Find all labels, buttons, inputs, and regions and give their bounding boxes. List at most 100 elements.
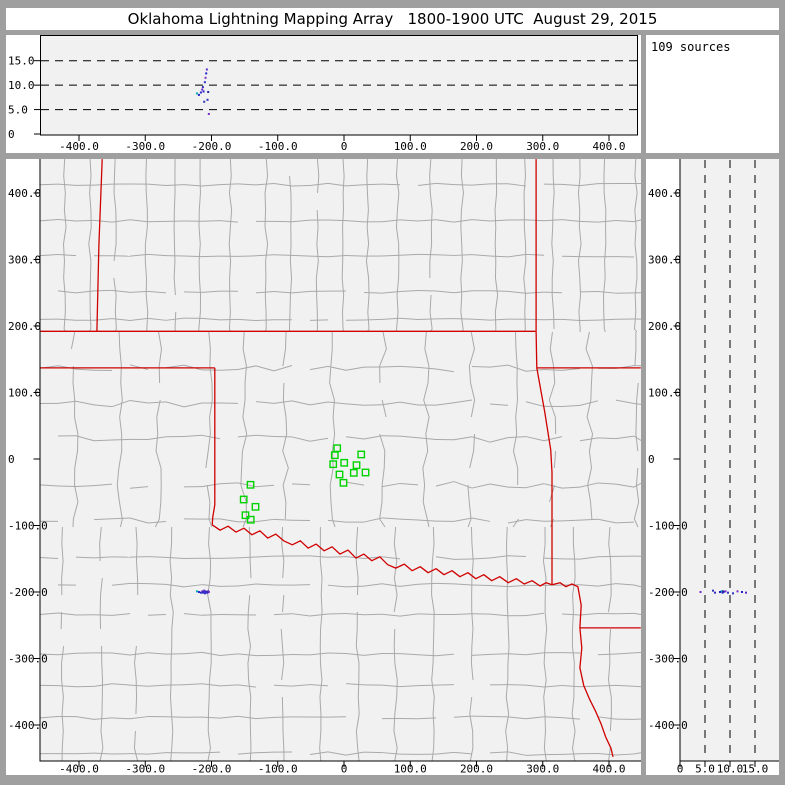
county-line bbox=[114, 311, 117, 330]
county-line bbox=[147, 752, 167, 755]
county-line bbox=[425, 433, 429, 452]
station-marker bbox=[246, 480, 255, 489]
county-line bbox=[357, 679, 360, 698]
county-line bbox=[435, 182, 455, 186]
county-line bbox=[147, 614, 167, 616]
county-line bbox=[435, 402, 455, 406]
county-line bbox=[135, 560, 139, 579]
y-tick-label: 200.0 bbox=[648, 320, 681, 333]
county-line bbox=[255, 401, 275, 404]
county-line bbox=[255, 319, 275, 322]
county-line bbox=[99, 526, 102, 545]
county-line bbox=[309, 365, 329, 371]
county-line bbox=[417, 182, 437, 187]
county-line bbox=[282, 348, 286, 367]
county-line bbox=[129, 753, 149, 755]
county-line bbox=[471, 543, 474, 562]
panel-altitude-vs-ew: 0 5.0 10.0 15.0 -400.0 -300.0 -200.0 -100.0 0 100… bbox=[6, 35, 641, 153]
county-line bbox=[363, 517, 383, 523]
state-border-co_ks bbox=[96, 159, 103, 332]
county-line bbox=[506, 747, 509, 761]
county-line bbox=[244, 365, 247, 384]
county-line bbox=[63, 311, 66, 330]
county-line bbox=[183, 434, 203, 438]
county-line bbox=[327, 182, 347, 187]
county-line bbox=[525, 684, 545, 688]
county-line bbox=[393, 713, 396, 732]
county-line bbox=[309, 555, 329, 558]
county-line bbox=[201, 184, 221, 187]
county-line bbox=[342, 159, 345, 177]
county-line bbox=[597, 518, 617, 524]
county-line bbox=[174, 311, 177, 330]
county-line bbox=[525, 652, 545, 656]
county-line bbox=[63, 243, 65, 262]
county-line bbox=[63, 159, 66, 177]
county-line bbox=[282, 467, 289, 486]
y-tick-label: 100.0 bbox=[648, 387, 681, 400]
station-marker bbox=[239, 495, 248, 504]
county-line bbox=[366, 159, 369, 177]
county-line bbox=[75, 752, 95, 755]
county-line bbox=[363, 292, 383, 294]
county-line bbox=[579, 613, 599, 616]
county-line bbox=[57, 652, 77, 656]
county-line bbox=[355, 713, 360, 732]
county-line bbox=[111, 289, 131, 293]
county-line bbox=[40, 653, 59, 656]
y-tick-label: 400.0 bbox=[8, 187, 41, 200]
county-line bbox=[165, 184, 185, 187]
county-line bbox=[40, 484, 59, 487]
county-line bbox=[579, 482, 599, 488]
county-line bbox=[417, 582, 437, 585]
county-line bbox=[309, 437, 329, 442]
county-line bbox=[357, 747, 360, 761]
county-line bbox=[494, 294, 499, 313]
county-line bbox=[75, 368, 95, 371]
county-line bbox=[507, 290, 527, 294]
county-line bbox=[577, 192, 581, 211]
county-line bbox=[394, 696, 398, 715]
county-line bbox=[229, 294, 231, 313]
county-line bbox=[273, 613, 293, 616]
county-line bbox=[118, 450, 123, 469]
county-line bbox=[515, 348, 518, 367]
y-tick-label: -300.0 bbox=[648, 653, 688, 666]
county-line bbox=[543, 679, 547, 698]
county-line bbox=[57, 400, 77, 404]
county-line bbox=[63, 192, 66, 211]
county-line bbox=[467, 484, 470, 503]
county-line bbox=[341, 277, 345, 296]
source-dot bbox=[724, 590, 727, 593]
county-line bbox=[183, 402, 203, 408]
county-line bbox=[291, 400, 311, 406]
county-line bbox=[120, 382, 123, 401]
county-line bbox=[615, 753, 635, 756]
county-line bbox=[264, 192, 267, 211]
county-line bbox=[429, 311, 433, 330]
county-line bbox=[634, 159, 637, 177]
county-line bbox=[345, 481, 365, 486]
county-line bbox=[241, 450, 243, 469]
county-line bbox=[119, 518, 123, 528]
county-line bbox=[229, 209, 233, 228]
county-line bbox=[383, 450, 386, 469]
county-line bbox=[423, 399, 430, 418]
county-line bbox=[572, 730, 576, 749]
county-line bbox=[469, 713, 474, 732]
county-line bbox=[525, 754, 545, 756]
panel-source-count: 109 sources bbox=[646, 35, 779, 153]
county-line bbox=[282, 594, 285, 613]
county-line bbox=[399, 613, 419, 617]
county-line bbox=[365, 243, 370, 262]
county-line bbox=[515, 416, 518, 435]
county-line bbox=[525, 401, 545, 407]
county-line bbox=[133, 747, 139, 761]
county-line bbox=[489, 483, 509, 488]
county-line bbox=[470, 399, 476, 418]
x-tick-label: 10.0 bbox=[717, 763, 744, 776]
county-line bbox=[284, 501, 287, 520]
source-dot bbox=[204, 76, 207, 79]
county-line bbox=[548, 382, 556, 401]
county-line bbox=[471, 183, 491, 186]
